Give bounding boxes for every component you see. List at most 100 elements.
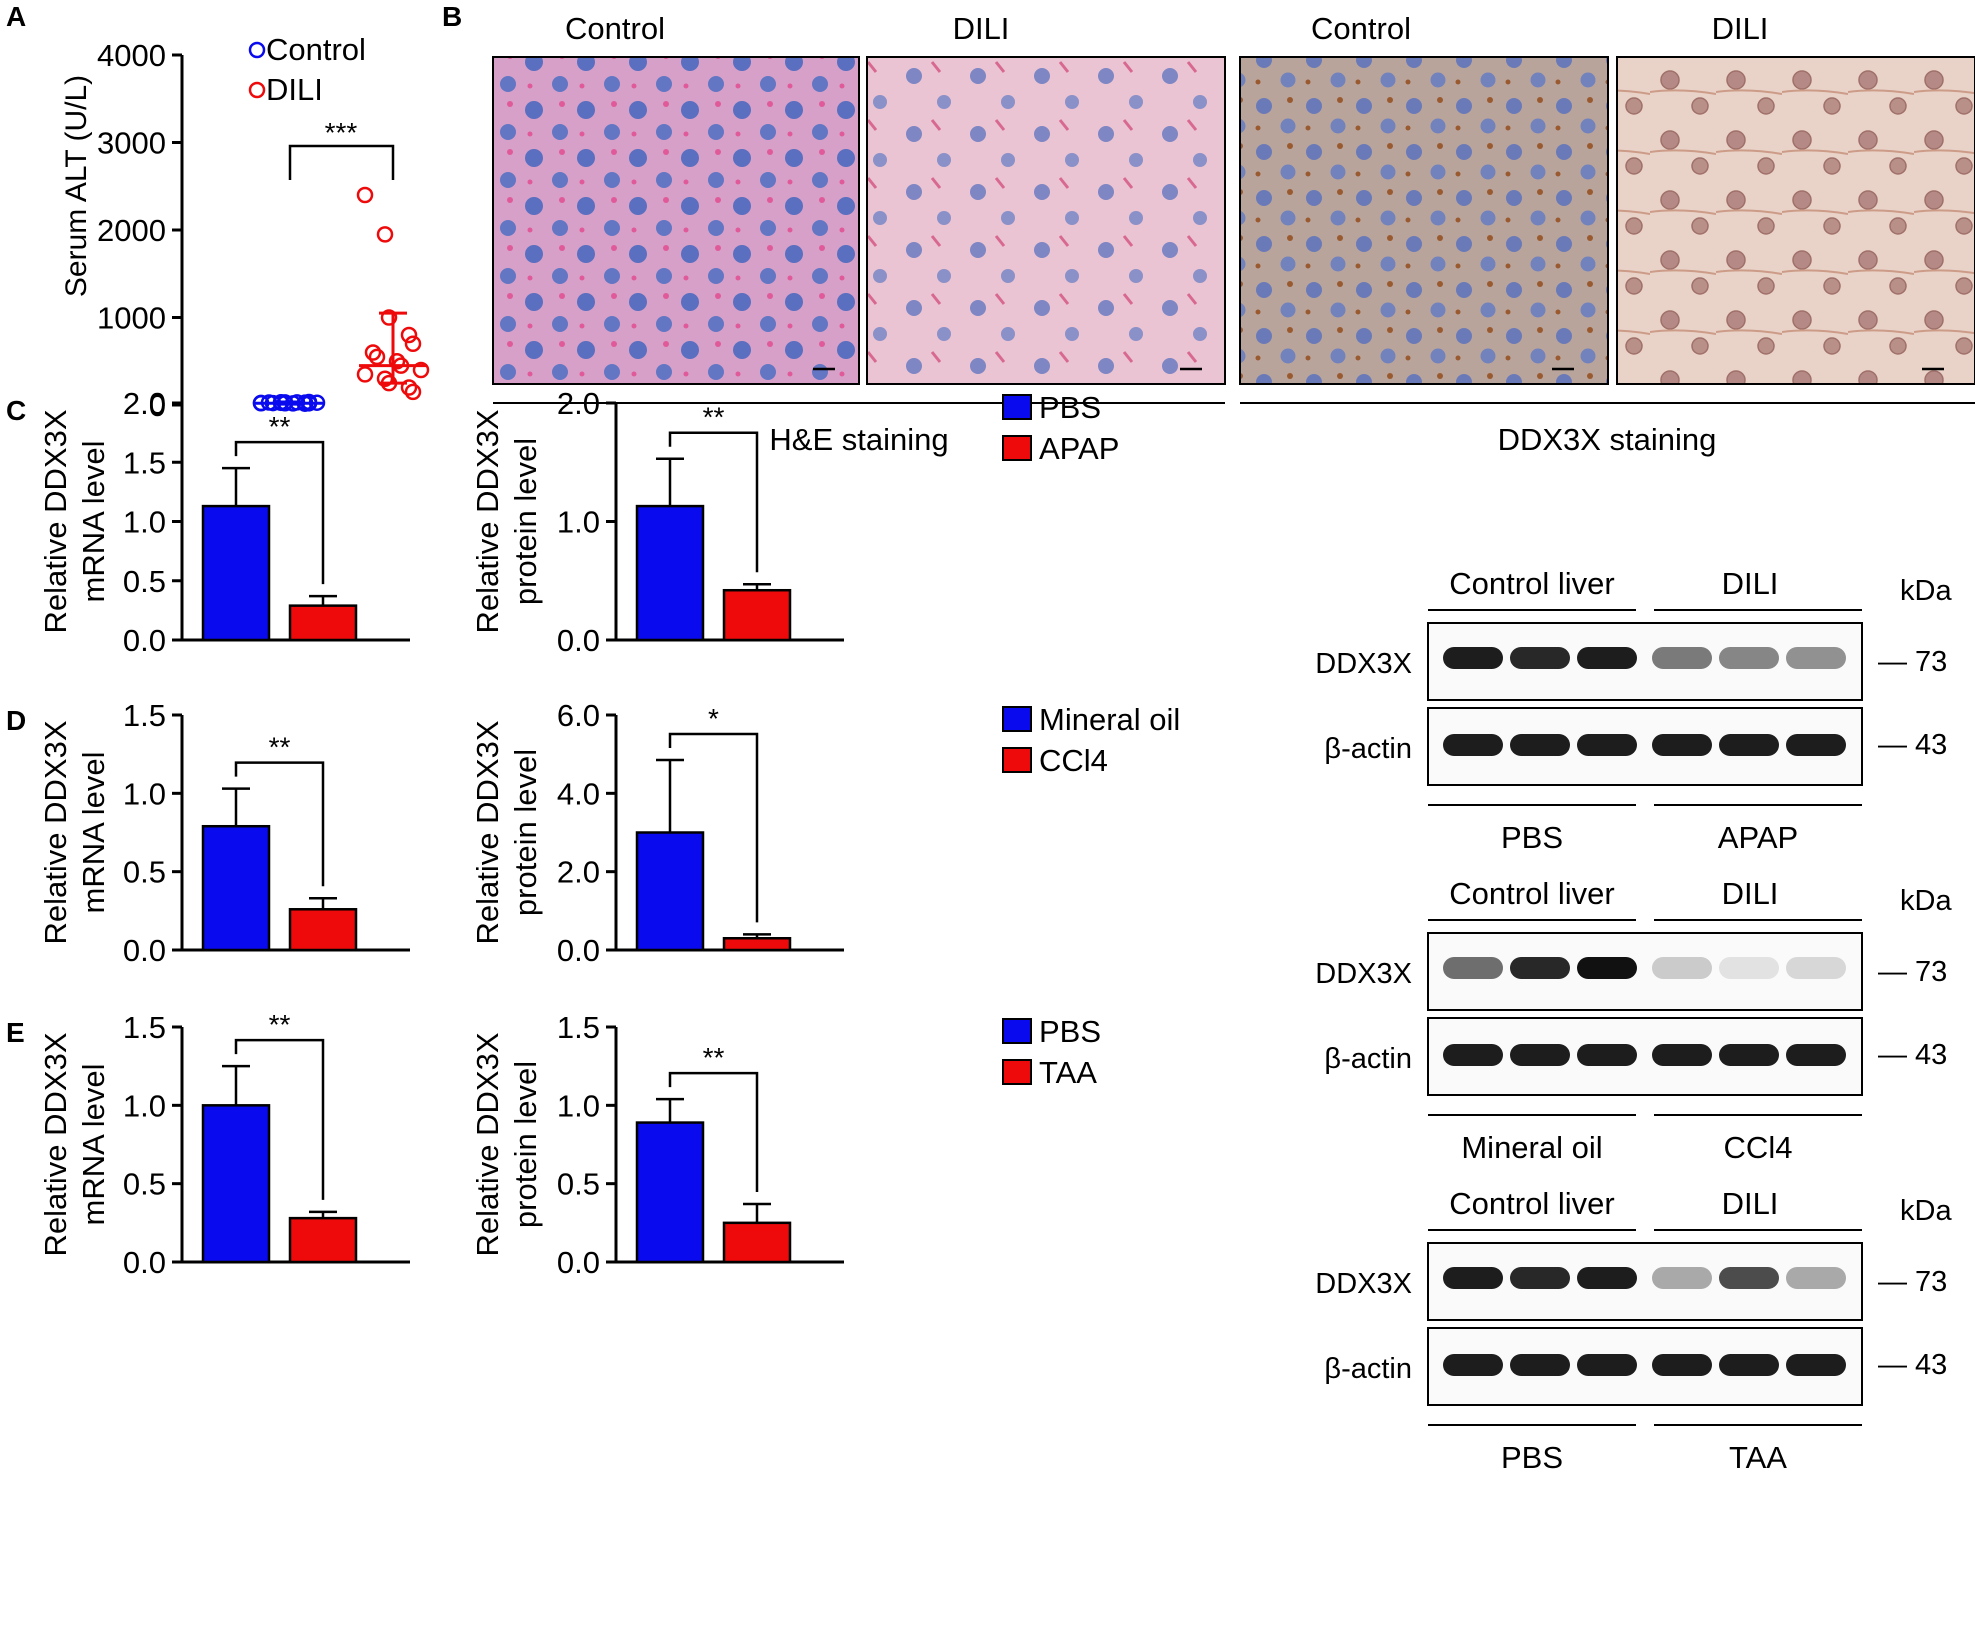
band-ddx3x xyxy=(1719,1267,1779,1289)
western-blot: Control liver DILI kDa DDX3X β-actin — 73 — 43… xyxy=(1315,876,1952,1165)
ytick-label: 0.0 xyxy=(557,1245,600,1280)
row-legend: PBS APAP xyxy=(1002,390,1119,466)
blot-group-control: Control liver xyxy=(1449,1186,1614,1221)
a-data-point xyxy=(388,353,406,370)
band-actin xyxy=(1786,1354,1846,1376)
band-actin xyxy=(1510,734,1570,756)
band-ddx3x xyxy=(1719,957,1779,979)
blot-mw-73: — 73 xyxy=(1878,646,1947,678)
legend-label: CCl4 xyxy=(1039,743,1108,778)
band-ddx3x xyxy=(1577,957,1637,979)
band-actin xyxy=(1577,1354,1637,1376)
blot-group-bottom-right: APAP xyxy=(1718,820,1798,855)
blot-group-bottom-right: CCl4 xyxy=(1724,1130,1793,1165)
a-data-point xyxy=(300,395,318,412)
blot-membrane-ddx3x xyxy=(1427,932,1863,1011)
band-actin xyxy=(1443,1354,1503,1376)
panel-a-ylabel: Serum ALT (U/L) xyxy=(60,75,93,297)
ytick-label: 2.0 xyxy=(557,386,600,421)
protein-bar-chart: 0.0 2.0 4.0 6.0 Relative DDX3Xprotein level * xyxy=(470,698,844,968)
blot-group-dili: DILI xyxy=(1722,566,1779,601)
significance-label: ** xyxy=(269,411,291,442)
blot-band-label-ddx3x: DDX3X xyxy=(1315,1268,1412,1300)
blot-group-bottom-left: PBS xyxy=(1501,820,1563,855)
band-actin xyxy=(1719,1354,1779,1376)
a-data-point xyxy=(308,394,326,411)
a-data-point xyxy=(404,383,422,401)
ytick-label: 0.0 xyxy=(123,623,166,658)
legend-control-marker xyxy=(248,41,266,59)
significance-bracket xyxy=(668,732,759,923)
y-axis-label: Relative DDX3XmRNA level xyxy=(38,1032,111,1256)
band-ddx3x xyxy=(1443,1267,1503,1289)
bar-0 xyxy=(635,831,705,952)
a-ytick-label: 0 xyxy=(149,388,166,423)
bar-0 xyxy=(201,1104,271,1264)
significance-bracket xyxy=(234,1038,325,1200)
ytick-label: 0.0 xyxy=(123,1245,166,1280)
band-ddx3x xyxy=(1510,647,1570,669)
legend-swatch-control xyxy=(1002,1018,1032,1044)
a-data-point xyxy=(356,366,374,383)
western-blot: Control liver DILI kDa DDX3X β-actin — 73 — 43… xyxy=(1315,566,1952,855)
legend-swatch-control xyxy=(1002,394,1032,420)
significance-label: ** xyxy=(269,1009,291,1040)
panel-b-title-1: Control xyxy=(565,11,665,46)
ddx3x-control-micrograph xyxy=(1239,56,1609,385)
legend-control-label: Control xyxy=(266,32,366,67)
significance-bracket xyxy=(668,1071,759,1193)
blot-group-control: Control liver xyxy=(1449,876,1614,911)
a-data-point xyxy=(392,357,410,374)
y-axis-label: Relative DDX3XmRNA level xyxy=(38,409,111,633)
mrna-bar-chart: 0.0 0.5 1.0 1.5 Relative DDX3XmRNA level ** xyxy=(38,1009,410,1280)
ytick-label: 0.0 xyxy=(123,933,166,968)
western-blot: Control liver DILI kDa DDX3X β-actin — 73 — 43… xyxy=(1315,1186,1952,1475)
ytick-label: 6.0 xyxy=(557,698,600,733)
a-data-point xyxy=(380,309,398,326)
ytick-label: 1.5 xyxy=(557,1010,600,1045)
blot-group-dili: DILI xyxy=(1722,1186,1779,1221)
a-data-point xyxy=(356,186,374,204)
band-ddx3x xyxy=(1652,1267,1712,1289)
blot-group-bottom-left: PBS xyxy=(1501,1440,1563,1475)
blot-mw-43: — 43 xyxy=(1878,1039,1947,1071)
significance-bracket xyxy=(668,431,759,573)
a-data-point xyxy=(404,335,422,352)
band-actin xyxy=(1510,1354,1570,1376)
significance-bracket xyxy=(234,761,325,887)
blot-band-label-actin: β-actin xyxy=(1324,1353,1412,1385)
panel-a-legend: Control DILI xyxy=(248,32,366,107)
band-ddx3x xyxy=(1577,647,1637,669)
significance-label: * xyxy=(708,703,719,734)
panel-b-title-3: Control xyxy=(1311,11,1411,46)
a-data-point xyxy=(376,370,394,387)
a-data-point xyxy=(368,348,386,366)
band-actin xyxy=(1786,734,1846,756)
band-actin xyxy=(1786,1044,1846,1066)
significance-label: ** xyxy=(703,1042,725,1073)
a-data-point xyxy=(376,226,394,243)
he-dili-micrograph xyxy=(866,56,1226,385)
blot-mw-73: — 73 xyxy=(1878,956,1947,988)
band-actin xyxy=(1719,1044,1779,1066)
a-ytick-label: 1000 xyxy=(97,301,166,336)
a-data-point xyxy=(252,394,270,412)
a-data-point xyxy=(380,374,398,392)
a-ytick-label: 3000 xyxy=(97,126,166,161)
ytick-label: 0.0 xyxy=(557,623,600,658)
band-ddx3x xyxy=(1786,1267,1846,1289)
bar-0 xyxy=(635,1121,705,1264)
band-ddx3x xyxy=(1443,647,1503,669)
legend-swatch-treat xyxy=(1002,435,1032,461)
bar-1 xyxy=(722,1221,792,1264)
ytick-label: 4.0 xyxy=(557,776,600,811)
panel-letter-b: B xyxy=(442,1,462,32)
band-ddx3x xyxy=(1786,647,1846,669)
legend-label: Mineral oil xyxy=(1039,702,1180,737)
legend-label: PBS xyxy=(1039,1014,1101,1049)
blot-group-bottom-right: TAA xyxy=(1729,1440,1787,1475)
mrna-bar-chart: 0.0 0.5 1.0 1.5 2.0 Relative DDX3XmRNA level *… xyxy=(38,386,410,658)
blot-kda-label: kDa xyxy=(1900,1195,1952,1227)
a-data-point xyxy=(412,361,430,379)
